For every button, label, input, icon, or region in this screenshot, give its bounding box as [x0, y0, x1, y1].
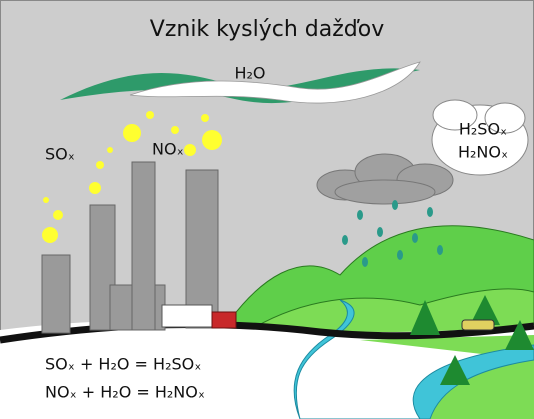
raindrops: [342, 200, 443, 267]
truck-cab: [211, 311, 237, 329]
factories: [41, 161, 219, 334]
trees: [410, 295, 534, 385]
sulfur-label: SOₓ: [45, 145, 75, 164]
acid-cloud: [431, 99, 529, 176]
water-label: H₂O: [234, 64, 265, 83]
truck: [161, 304, 213, 328]
pollution-dots: [42, 111, 222, 243]
meadow: [360, 335, 534, 419]
nitrogen-label: NOₓ: [152, 140, 184, 159]
wave-white: [129, 61, 421, 104]
rain-cloud: [316, 153, 454, 205]
equation: NOₓ + H₂O = H₂NOₓ: [45, 383, 205, 402]
equation: SOₓ + H₂O = H₂SOₓ: [45, 355, 201, 374]
cloud-line: H₂NOₓ: [458, 143, 508, 162]
car: [461, 319, 495, 331]
ground: [0, 320, 534, 419]
title: Vznik kyslých dažďov: [150, 17, 384, 42]
cloud-line: H₂SOₓ: [459, 120, 507, 139]
